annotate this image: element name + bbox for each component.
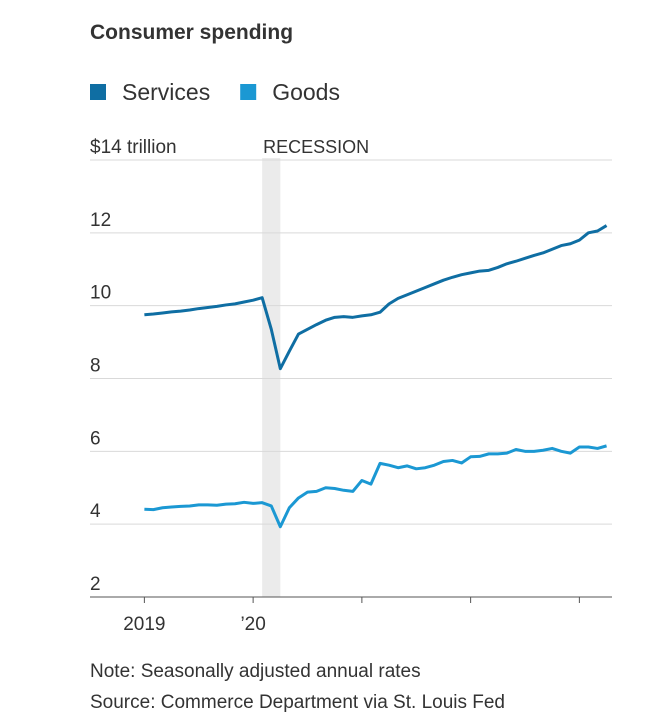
legend-swatch xyxy=(240,84,257,100)
y-tick-label: 4 xyxy=(90,501,101,522)
x-tick-label: 2019 xyxy=(123,614,165,635)
legend-swatch xyxy=(90,84,106,100)
recession-band xyxy=(262,158,281,597)
y-tick-label: 12 xyxy=(90,210,111,231)
chart-title: Consumer spending xyxy=(90,21,293,44)
y-tick-label: 6 xyxy=(90,428,101,449)
source: Source: Commerce Department via St. Loui… xyxy=(90,692,505,713)
legend-label: Goods xyxy=(272,79,340,105)
x-tick-label: ’20 xyxy=(240,614,265,635)
note: Note: Seasonally adjusted annual rates xyxy=(90,661,421,682)
y-tick-label: 8 xyxy=(90,356,101,377)
series-line xyxy=(144,444,607,529)
y-tick-label: $14 trillion xyxy=(90,137,177,158)
y-tick-label: 2 xyxy=(90,574,101,595)
series-line xyxy=(144,224,608,371)
recession-label: RECESSION xyxy=(263,137,369,157)
y-tick-label: 10 xyxy=(90,283,111,304)
legend-label: Services xyxy=(122,79,210,105)
